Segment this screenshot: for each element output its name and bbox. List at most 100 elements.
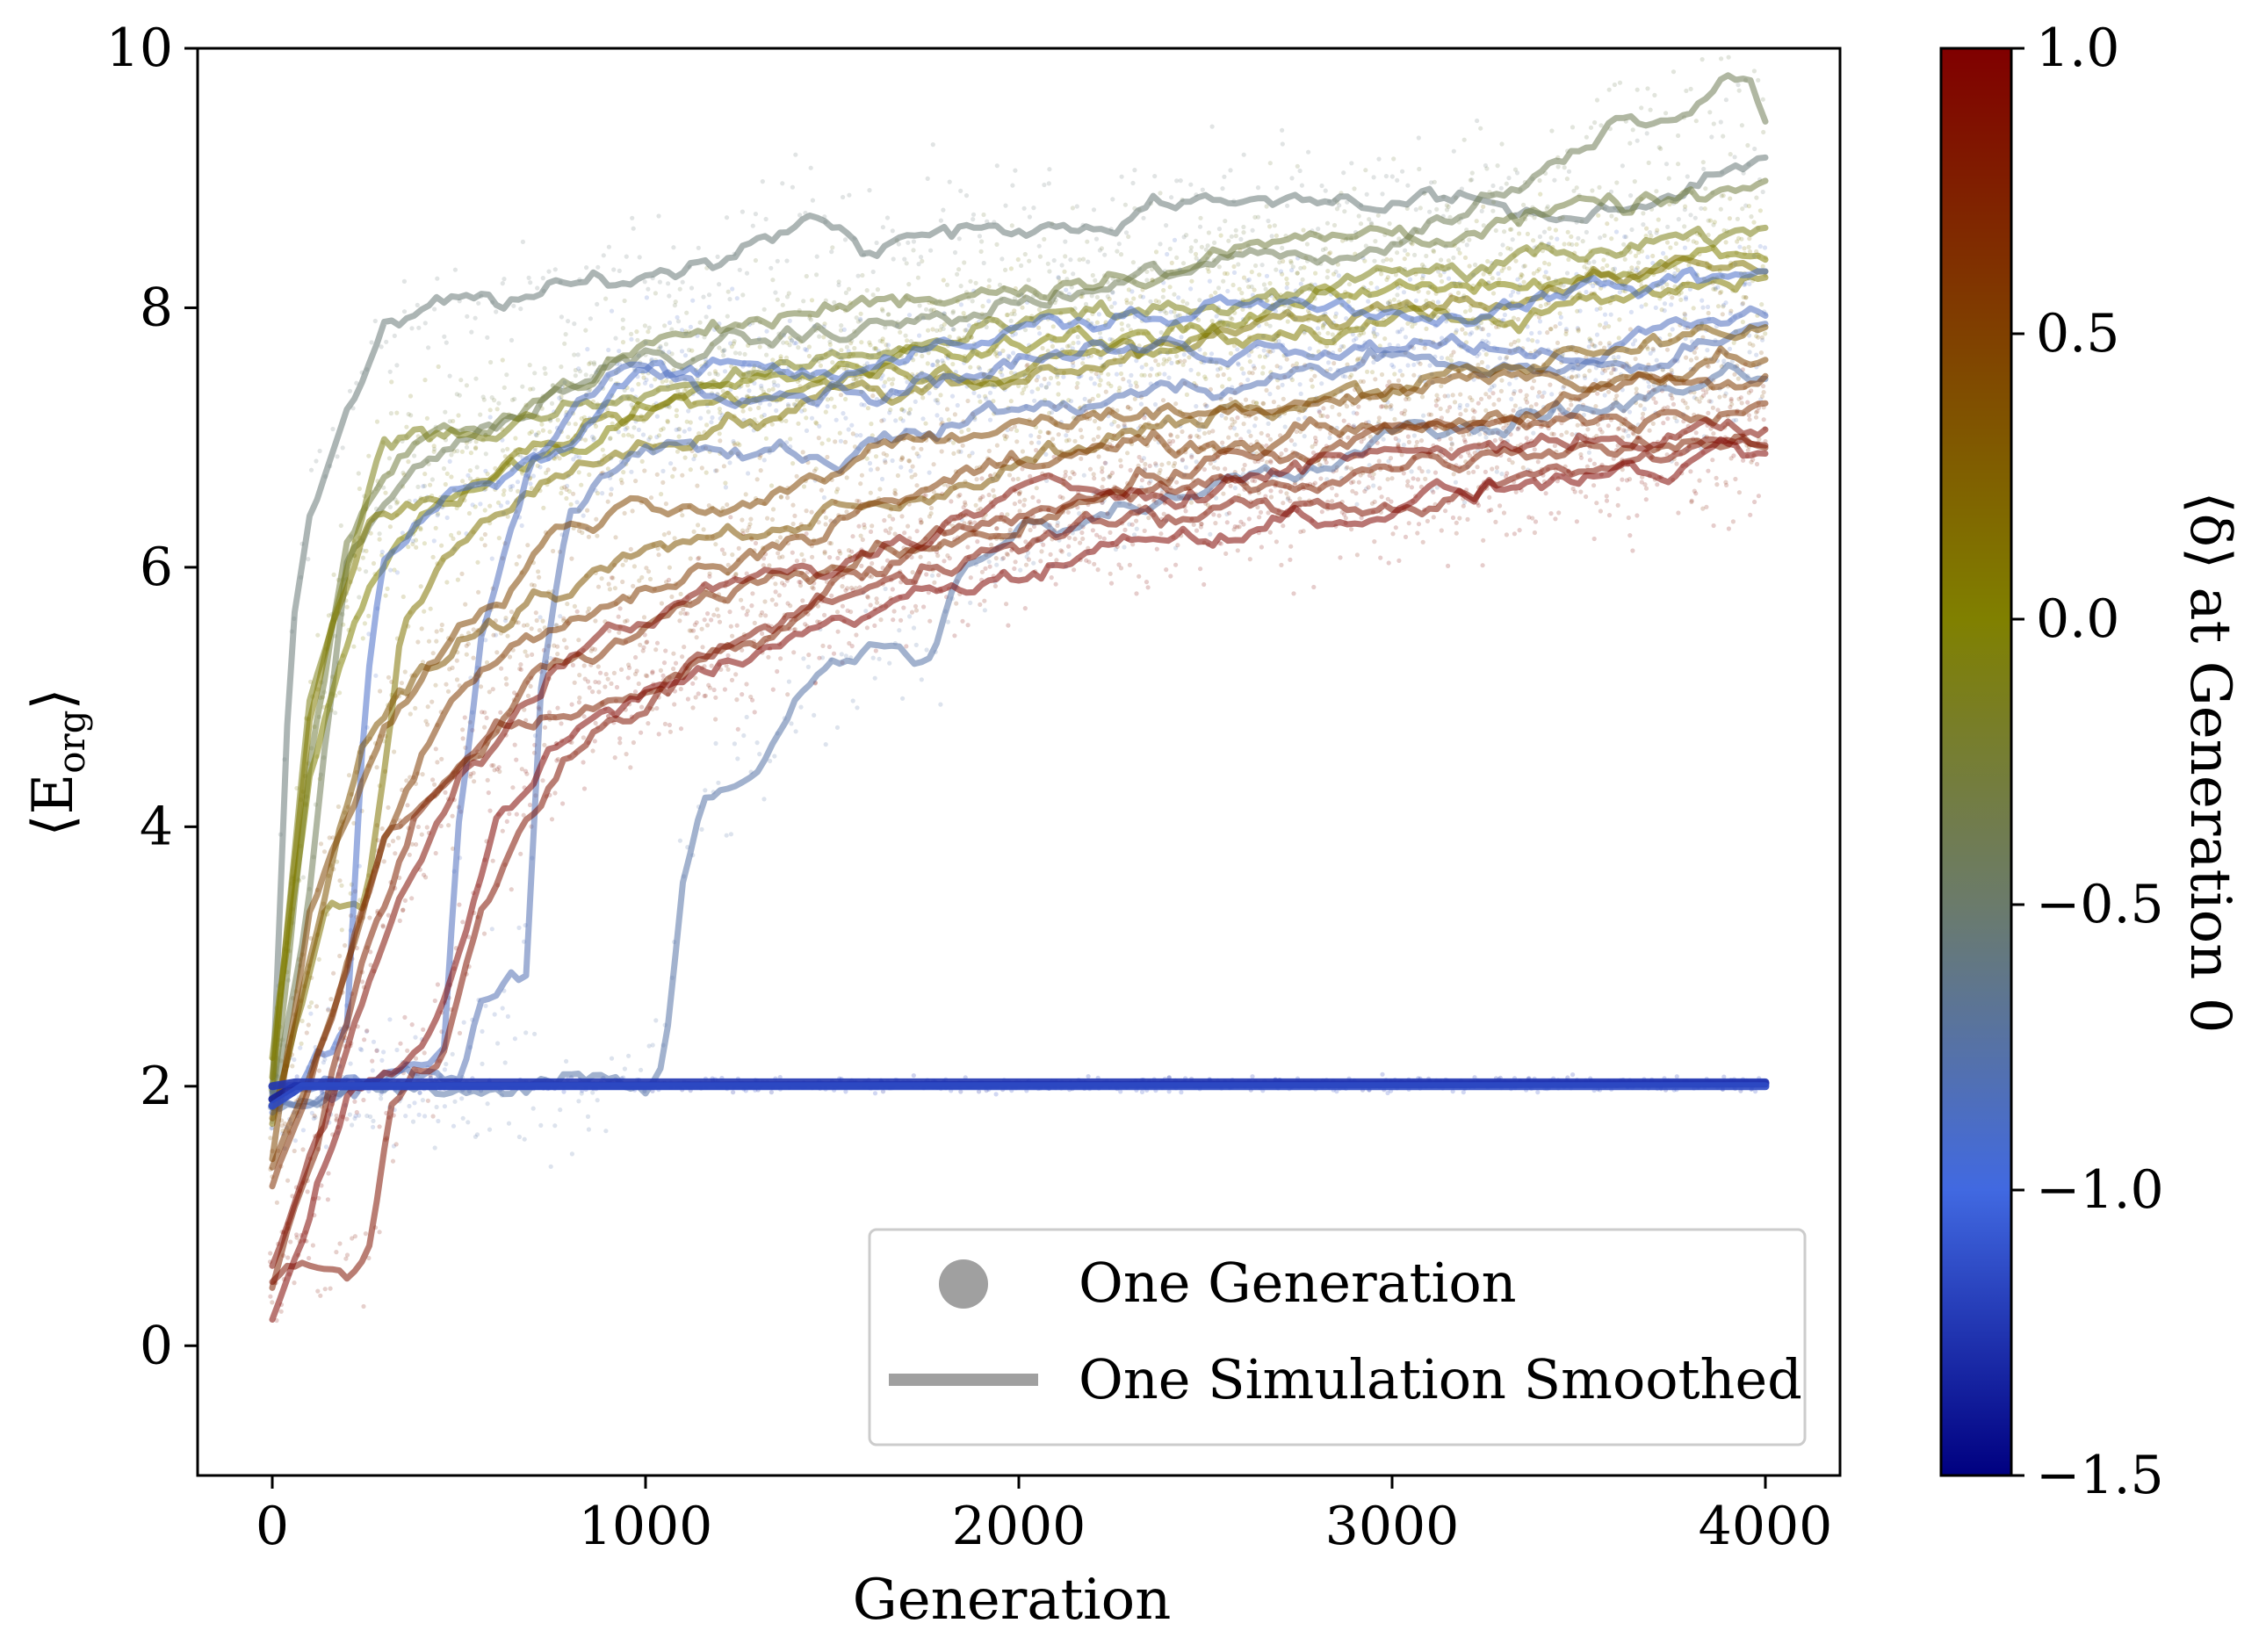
scatter-point [357,595,362,600]
scatter-point [1463,408,1469,413]
scatter-point [1633,357,1638,362]
scatter-point [814,254,819,259]
scatter-point [306,1022,311,1028]
scatter-point [736,545,741,552]
scatter-point [1284,285,1289,291]
scatter-point [827,540,833,546]
scatter-point [1220,186,1225,191]
scatter-point [660,379,665,385]
scatter-point [371,1118,376,1123]
scatter-point [947,179,952,184]
scatter-point [978,249,984,254]
scatter-point [1252,423,1258,429]
scatter-point [1022,497,1028,502]
scatter-point [583,372,588,378]
scatter-point [460,727,465,732]
scatter-point [456,413,461,418]
scatter-point [1434,393,1440,398]
scatter-point [1392,416,1397,422]
scatter-point [958,284,963,289]
scatter-point [1371,175,1376,180]
scatter-point [1512,167,1519,172]
scatter-point [1122,422,1127,427]
scatter-point [801,656,806,661]
scatter-point [1478,126,1483,131]
scatter-point [1036,307,1042,313]
scatter-point [1042,376,1047,382]
scatter-point [666,281,671,286]
scatter-point [605,408,610,413]
scatter-point [785,495,790,501]
scatter-point [827,339,833,344]
scatter-point [977,393,982,399]
scatter-point [1220,384,1225,389]
scatter-point [1596,213,1601,218]
scatter-point [1588,337,1593,343]
scatter-point [620,340,626,345]
scatter-point [445,689,451,694]
scatter-point [678,610,683,616]
scatter-point [412,453,417,458]
scatter-point [914,483,920,488]
scatter-point [770,386,776,392]
scatter-point [1434,206,1440,212]
scatter-point [697,320,703,325]
scatter-point [1761,129,1766,135]
scatter-point [805,664,812,670]
scatter-point [800,450,805,455]
scatter-point [1582,264,1587,270]
scatter-point [1584,266,1590,271]
scatter-point [1200,187,1205,192]
scatter-point [1165,251,1170,257]
scatter-point [930,142,935,148]
scatter-point [931,462,936,467]
scatter-point [869,422,874,427]
scatter-point [1555,340,1561,345]
scatter-point [1266,421,1271,426]
scatter-point [1241,152,1246,157]
scatter-point [1574,374,1579,379]
scatter-point [465,314,470,319]
scatter-point [515,480,521,485]
scatter-point [927,470,932,475]
scatter-point [994,163,999,169]
scatter-point [373,673,379,678]
scatter-point [1126,323,1131,328]
scatter-point [918,554,923,559]
scatter-point [1481,223,1486,228]
scatter-point [502,277,507,282]
scatter-point [910,464,915,469]
scatter-point [402,669,408,675]
scatter-point [785,402,791,408]
scatter-point [1641,211,1646,216]
scatter-point [559,394,564,400]
scatter-point [622,1066,628,1071]
scatter-point [494,407,500,412]
scatter-point [1340,238,1346,243]
scatter-point [489,556,494,561]
scatter-point [1612,266,1618,271]
scatter-point [1309,378,1314,383]
scatter-point [1429,180,1434,185]
scatter-point [525,543,530,548]
scatter-point [1260,400,1266,406]
scatter-point [480,394,486,400]
scatter-point [1524,393,1529,398]
scatter-point [1759,302,1764,307]
scatter-point [924,307,929,312]
scatter-point [498,503,504,509]
scatter-point [588,316,594,321]
scatter-point [963,328,968,333]
scatter-point [1706,218,1711,223]
scatter-point [1739,123,1744,128]
scatter-point [505,500,510,505]
scatter-point [1168,432,1173,437]
scatter-point [1508,247,1513,252]
scatter-point [760,179,765,184]
scatter-point [432,782,437,787]
scatter-point [611,267,617,272]
scatter-point [653,1018,659,1023]
scatter-point [1139,364,1144,370]
scatter-point [1707,218,1714,223]
scatter-point [1284,357,1289,362]
